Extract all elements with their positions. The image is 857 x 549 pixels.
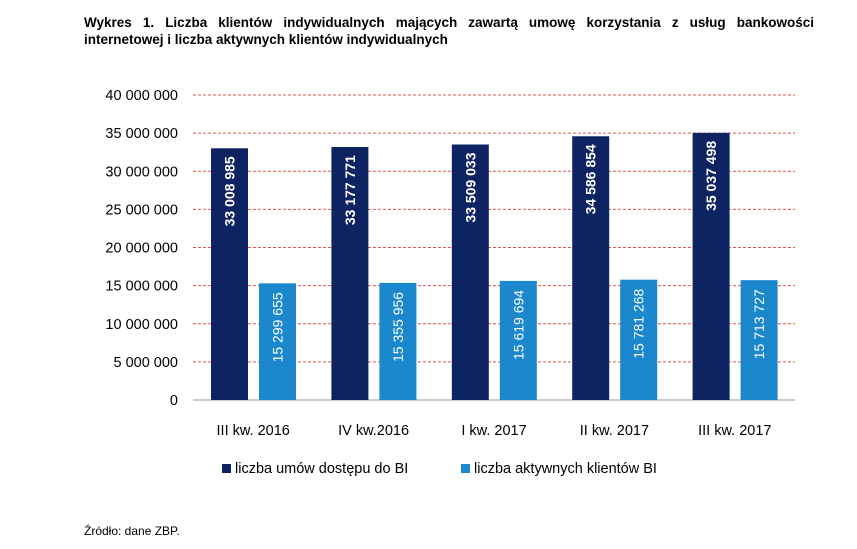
- data-label: 15 355 956: [390, 292, 406, 362]
- bars: [211, 132, 778, 400]
- y-tick-label: 35 000 000: [105, 126, 178, 142]
- x-tick-label: II kw. 2017: [580, 423, 649, 439]
- data-label: 33 177 771: [342, 155, 358, 225]
- bar: [451, 144, 489, 400]
- data-label: 35 037 498: [703, 141, 719, 211]
- y-tick-label: 30 000 000: [105, 164, 178, 180]
- x-tick-label: III kw. 2017: [698, 423, 771, 439]
- bar: [499, 280, 537, 400]
- y-tick-label: 0: [170, 393, 178, 409]
- bar-value-labels: 33 008 985 15 299 655 33 177 771 15 355 956…: [222, 141, 768, 363]
- bar: [740, 280, 778, 400]
- y-tick-label: 5 000 000: [113, 355, 178, 371]
- legend-swatch: [222, 464, 231, 473]
- y-axis-tick-labels: 0 5 000 000 10 000 000 15 000 000 20 000 000…: [105, 88, 178, 409]
- data-label: 15 713 727: [751, 289, 767, 359]
- y-tick-label: 20 000 000: [105, 241, 178, 257]
- bar: [331, 147, 369, 400]
- bar: [259, 283, 296, 400]
- x-tick-label: IV kw.2016: [338, 423, 409, 439]
- data-label: 15 299 655: [270, 292, 286, 362]
- legend-label: liczba aktywnych klientów BI: [474, 461, 657, 477]
- chart-title: Wykres 1. Liczba klientów indywidualnych…: [84, 15, 814, 47]
- legend-label: liczba umów dostępu do BI: [235, 461, 408, 477]
- y-tick-label: 25 000 000: [105, 202, 178, 218]
- bar: [211, 148, 248, 400]
- y-tick-label: 10 000 000: [105, 317, 178, 333]
- legend: liczba umów dostępu do BI liczba aktywnyc…: [222, 461, 657, 477]
- data-label: 15 619 694: [510, 290, 526, 360]
- source-note: Źródło: dane ZBP.: [84, 524, 180, 538]
- data-label: 34 586 854: [583, 144, 599, 214]
- data-label: 33 509 033: [462, 152, 478, 222]
- data-label: 33 008 985: [222, 156, 238, 226]
- bar: [379, 282, 417, 400]
- bar: [572, 136, 610, 400]
- legend-swatch: [461, 464, 470, 473]
- bar: [692, 132, 730, 400]
- bar: [620, 279, 658, 400]
- x-tick-label: I kw. 2017: [461, 423, 526, 439]
- y-tick-label: 15 000 000: [105, 279, 178, 295]
- x-tick-label: III kw. 2016: [217, 423, 290, 439]
- y-tick-label: 40 000 000: [105, 88, 178, 104]
- x-axis-tick-labels: III kw. 2016 IV kw.2016 I kw. 2017 II kw. 2…: [217, 423, 772, 439]
- data-label: 15 781 268: [631, 288, 647, 358]
